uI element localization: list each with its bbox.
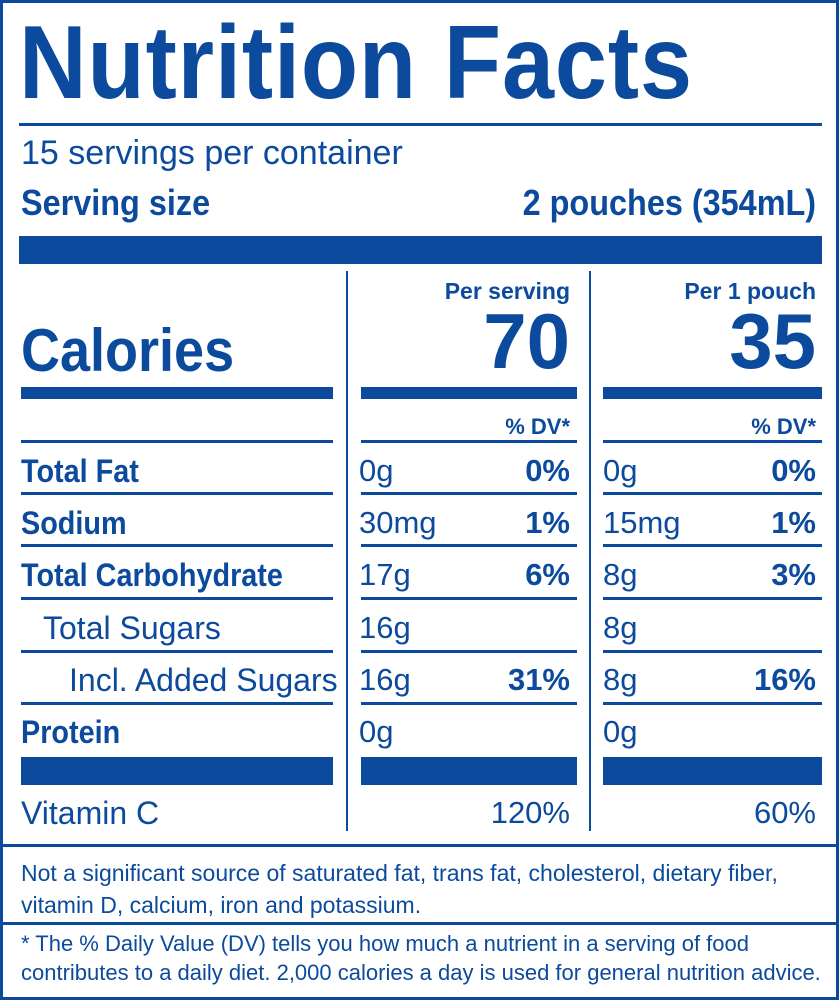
rule-f3 xyxy=(603,702,822,705)
calories-per-serving: 70 xyxy=(483,297,570,385)
footer-rule-2 xyxy=(3,922,836,925)
sodium-pouch-dv: 1% xyxy=(771,505,816,540)
rule-e3 xyxy=(603,650,822,653)
total-carbohydrate-serving-amount: 17g xyxy=(359,557,411,592)
calories-rule-serving xyxy=(361,387,577,399)
thick-band-serving xyxy=(361,757,577,785)
rule-b3 xyxy=(603,492,822,495)
rule-c1 xyxy=(21,544,333,547)
servings-per-container: 15 servings per container xyxy=(21,134,403,172)
calories-label: Calories xyxy=(21,317,235,384)
rule-b2 xyxy=(361,492,577,495)
nutrient-name-total-sugars: Total Sugars xyxy=(43,610,221,646)
protein-serving-amount: 0g xyxy=(359,714,394,749)
dv-header-serving: % DV* xyxy=(505,414,570,439)
total-carbohydrate-pouch-amount: 8g xyxy=(603,557,638,592)
total-sugars-serving-amount: 16g xyxy=(359,610,411,645)
rule-a2 xyxy=(361,440,577,443)
rule-b1 xyxy=(21,492,333,495)
dv-header-pouch: % DV* xyxy=(751,414,816,439)
per-serving-header: Per serving xyxy=(444,278,570,304)
daily-value-footnote: * The % Daily Value (DV) tells you how m… xyxy=(21,931,821,985)
thick-band-label xyxy=(21,757,333,785)
rule-d2 xyxy=(361,597,577,600)
nutrient-name-added-sugars: Incl. Added Sugars xyxy=(69,662,338,698)
total-fat-pouch-amount: 0g xyxy=(603,453,638,488)
serving-size-label: Serving size xyxy=(21,182,211,223)
label-title: Nutrition Facts xyxy=(19,5,693,121)
sodium-serving-dv: 1% xyxy=(525,505,570,540)
added-sugars-serving-dv: 31% xyxy=(507,662,570,697)
not-significant-source-note: Not a significant source of saturated fa… xyxy=(21,860,778,918)
thick-rule-top xyxy=(19,236,822,264)
rule-c3 xyxy=(603,544,822,547)
per-pouch-header: Per 1 pouch xyxy=(684,278,816,304)
rule-e2 xyxy=(361,650,577,653)
nutrient-name-total-fat: Total Fat xyxy=(21,453,139,489)
rule-f2 xyxy=(361,702,577,705)
nutrient-name-total-carbohydrate: Total Carbohydrate xyxy=(21,557,283,593)
vitamin-c-label: Vitamin C xyxy=(21,795,160,831)
rule-f1 xyxy=(21,702,333,705)
added-sugars-pouch-dv: 16% xyxy=(753,662,816,697)
calories-rule-pouch xyxy=(603,387,822,399)
sodium-pouch-amount: 15mg xyxy=(603,505,681,540)
calories-per-pouch: 35 xyxy=(729,297,816,385)
nutrient-name-sodium: Sodium xyxy=(21,505,127,541)
sodium-serving-amount: 30mg xyxy=(359,505,437,540)
rule-d1 xyxy=(21,597,333,600)
thick-band-pouch xyxy=(603,757,822,785)
rule-a3 xyxy=(603,440,822,443)
rule-d3 xyxy=(603,597,822,600)
calories-rule-label xyxy=(21,387,333,399)
added-sugars-pouch-amount: 8g xyxy=(603,662,638,697)
total-carbohydrate-pouch-dv: 3% xyxy=(771,557,816,592)
rule-e1 xyxy=(21,650,333,653)
column-divider-1 xyxy=(346,271,348,831)
total-carbohydrate-serving-dv: 6% xyxy=(525,557,570,592)
vitamin-c-pouch-dv: 60% xyxy=(753,795,816,830)
serving-size-value: 2 pouches (354mL) xyxy=(522,182,816,223)
added-sugars-serving-amount: 16g xyxy=(359,662,411,697)
protein-pouch-amount: 0g xyxy=(603,714,638,749)
total-sugars-pouch-amount: 8g xyxy=(603,610,638,645)
rule-c2 xyxy=(361,544,577,547)
total-fat-serving-dv: 0% xyxy=(525,453,570,488)
total-fat-serving-amount: 0g xyxy=(359,453,394,488)
rule-a1 xyxy=(21,440,333,443)
vitamin-c-serving-dv: 120% xyxy=(490,795,570,830)
column-divider-2 xyxy=(589,271,591,831)
total-fat-pouch-dv: 0% xyxy=(771,453,816,488)
title-rule xyxy=(19,123,822,126)
footer-rule-1 xyxy=(3,844,836,847)
nutrient-name-protein: Protein xyxy=(21,714,121,750)
